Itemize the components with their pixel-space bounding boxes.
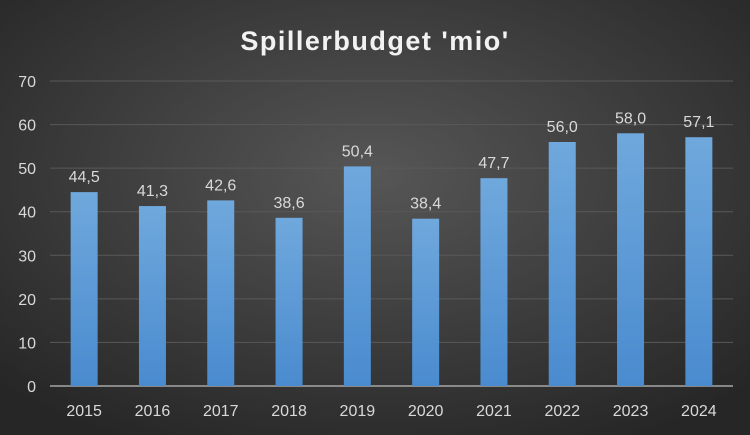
data-label: 47,7 bbox=[478, 155, 509, 172]
bar bbox=[138, 206, 166, 386]
data-label: 42,6 bbox=[205, 177, 236, 194]
y-tick-label: 30 bbox=[18, 248, 36, 265]
data-label: 56,0 bbox=[547, 119, 578, 136]
x-tick-label: 2022 bbox=[544, 403, 580, 420]
x-tick-label: 2016 bbox=[135, 403, 171, 420]
data-label: 41,3 bbox=[137, 183, 168, 200]
bar bbox=[343, 166, 371, 386]
bar bbox=[548, 142, 576, 386]
data-label: 57,1 bbox=[683, 114, 714, 131]
data-label: 38,6 bbox=[273, 195, 304, 212]
x-tick-label: 2017 bbox=[203, 403, 239, 420]
data-label: 38,4 bbox=[410, 196, 441, 213]
y-tick-label: 0 bbox=[27, 379, 36, 396]
x-tick-label: 2020 bbox=[408, 403, 444, 420]
data-label: 58,0 bbox=[615, 110, 646, 127]
y-tick-label: 40 bbox=[18, 205, 36, 222]
x-tick-label: 2021 bbox=[476, 403, 512, 420]
bar bbox=[617, 133, 645, 386]
data-label: 50,4 bbox=[342, 143, 373, 160]
x-tick-label: 2019 bbox=[340, 403, 376, 420]
data-label: 44,5 bbox=[69, 169, 100, 186]
bar bbox=[412, 218, 440, 386]
x-tick-label: 2023 bbox=[613, 403, 649, 420]
y-tick-label: 50 bbox=[18, 161, 36, 178]
x-tick-label: 2018 bbox=[271, 403, 307, 420]
bar bbox=[275, 217, 303, 386]
chart-title: Spillerbudget 'mio' bbox=[240, 26, 509, 56]
y-tick-label: 70 bbox=[18, 74, 36, 91]
y-tick-label: 10 bbox=[18, 335, 36, 352]
y-tick-label: 60 bbox=[18, 118, 36, 135]
bar bbox=[207, 200, 235, 386]
x-tick-label: 2015 bbox=[66, 403, 102, 420]
bar bbox=[70, 192, 98, 386]
bar bbox=[480, 178, 508, 386]
x-tick-label: 2024 bbox=[681, 403, 717, 420]
y-tick-label: 20 bbox=[18, 292, 36, 309]
bar bbox=[685, 137, 713, 386]
